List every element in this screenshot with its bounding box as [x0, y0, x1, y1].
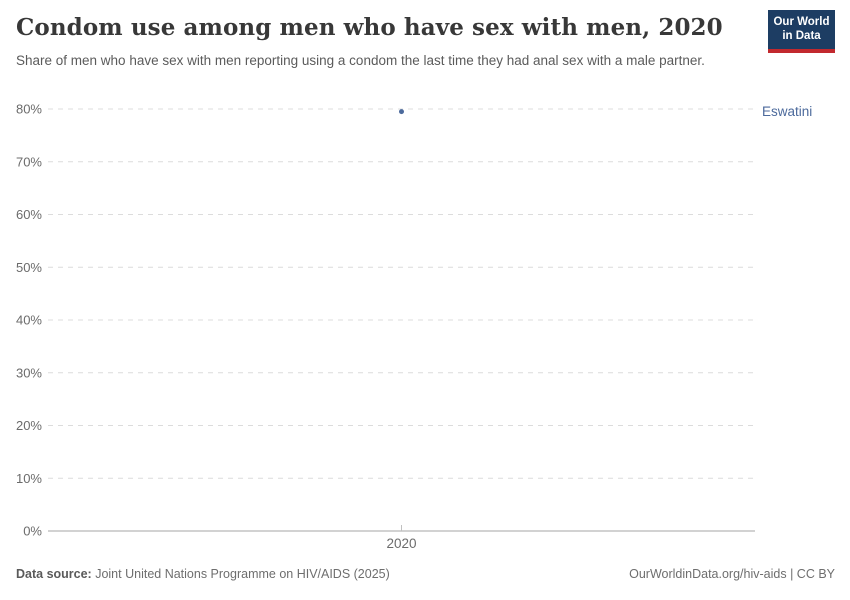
y-axis-tick-label: 20%	[16, 418, 42, 433]
data-point-eswatini[interactable]	[399, 109, 404, 115]
owid-logo-line2: in Data	[782, 30, 821, 43]
y-axis-tick-label: 40%	[16, 313, 42, 328]
y-axis-tick-label: 60%	[16, 207, 42, 222]
chart-footer: Data source: Joint United Nations Progra…	[16, 567, 835, 581]
y-axis-tick-label: 80%	[16, 102, 42, 117]
owid-logo-line1: Our World	[773, 16, 830, 28]
y-axis-tick-label: 50%	[16, 260, 42, 275]
y-axis-tick-label: 10%	[16, 471, 42, 486]
x-axis-tick-label: 2020	[386, 536, 416, 551]
chart-subtitle: Share of men who have sex with men repor…	[16, 53, 705, 68]
license-credit[interactable]: OurWorldinData.org/hiv-aids | CC BY	[629, 567, 835, 581]
y-axis-tick-label: 30%	[16, 365, 42, 380]
data-source-label: Data source:	[16, 567, 92, 581]
data-source-text: Joint United Nations Programme on HIV/AI…	[91, 567, 390, 581]
chart-title: Condom use among men who have sex with m…	[16, 14, 723, 41]
y-axis-tick-label: 70%	[16, 154, 42, 169]
y-axis-tick-label: 0%	[23, 524, 42, 539]
owid-logo[interactable]: Our World in Data	[768, 10, 835, 53]
data-source-note: Data source: Joint United Nations Progra…	[16, 567, 390, 581]
entity-label-eswatini[interactable]: Eswatini	[762, 104, 812, 119]
